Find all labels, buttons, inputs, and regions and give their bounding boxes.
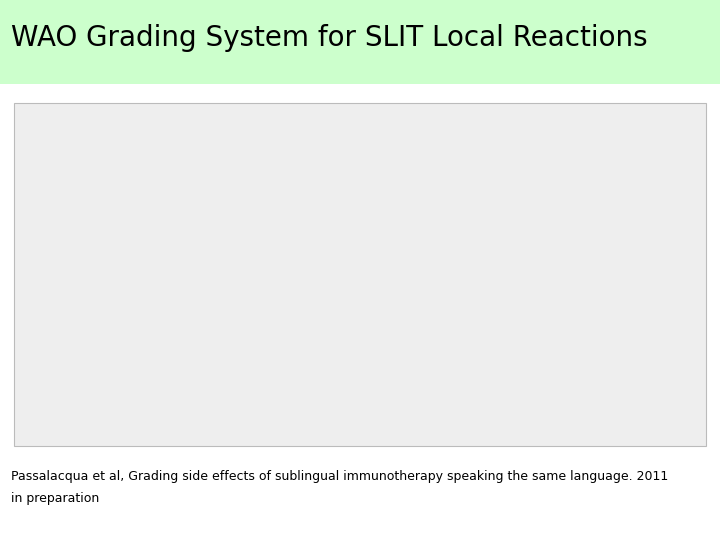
Text: Passalacqua et al, Grading side effects of sublingual immunotherapy speaking the: Passalacqua et al, Grading side effects … (11, 470, 668, 483)
Bar (14, 103, 706, 446)
Text: in preparation: in preparation (11, 492, 99, 505)
Bar (0, 0, 720, 84)
Text: WAO Grading System for SLIT Local Reactions: WAO Grading System for SLIT Local Reacti… (11, 24, 647, 52)
